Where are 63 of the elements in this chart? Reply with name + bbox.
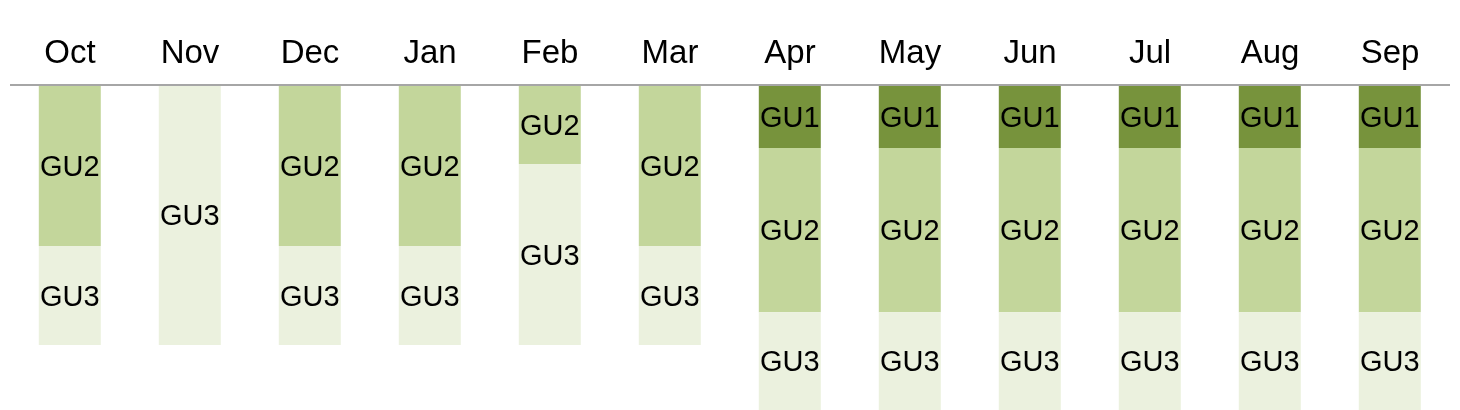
series-label: GU2 (519, 108, 580, 141)
bar (278, 85, 341, 246)
x-tick-label: Sep (1360, 33, 1420, 70)
text: GU2 (1359, 214, 1420, 247)
bar (1358, 148, 1421, 313)
x-tick-label: Aug (1240, 33, 1300, 70)
text: GU2 (279, 149, 340, 182)
text: GU3 (759, 345, 820, 378)
bar (878, 312, 941, 410)
text: GU1 (999, 100, 1060, 133)
text: GU3 (1359, 345, 1420, 378)
text: GU3 (879, 345, 940, 378)
text: GU2 (1239, 214, 1300, 247)
bar (998, 148, 1061, 313)
x-tick-label: Mar (641, 33, 699, 70)
text: GU3 (639, 279, 700, 312)
bar (158, 85, 221, 345)
bar (38, 245, 101, 345)
text: GU1 (1119, 100, 1180, 133)
bar (1238, 148, 1301, 313)
series-label: GU3 (519, 238, 580, 271)
bar (878, 148, 941, 313)
bar (398, 85, 461, 246)
x-tick-label: May (878, 33, 942, 70)
text: GU2 (39, 149, 100, 182)
text: GU2 (639, 149, 700, 182)
bar (758, 148, 821, 313)
x-tick-label: Dec (280, 33, 340, 70)
text: GU3 (999, 345, 1060, 378)
bar (1358, 312, 1421, 410)
text: GU1 (1239, 100, 1300, 133)
bar (758, 312, 821, 410)
bar (38, 85, 101, 246)
text: GU3 (1119, 345, 1180, 378)
x-tick-label: Apr (764, 33, 816, 70)
text: GU3 (159, 199, 220, 232)
text: GU2 (999, 214, 1060, 247)
text: GU3 (279, 279, 340, 312)
x-tick-label: Jan (403, 33, 457, 70)
text: GU1 (879, 100, 940, 133)
text: GU2 (879, 214, 940, 247)
bar (1238, 312, 1301, 410)
bar (518, 163, 581, 345)
x-tick-label: Jul (1128, 33, 1172, 70)
x-tick-label: Jun (1003, 33, 1057, 70)
series-label: GU1 (759, 100, 820, 133)
text: GU3 (1239, 345, 1300, 378)
x-tick-label: Oct (44, 33, 96, 70)
bar (638, 245, 701, 345)
text: GU2 (759, 214, 820, 247)
x-tick-label: Feb (521, 33, 579, 70)
bar (1118, 148, 1181, 313)
x-tick-label: Nov (160, 33, 220, 70)
bar (278, 245, 341, 345)
bar (398, 245, 461, 345)
text: GU3 (399, 279, 460, 312)
text: GU2 (399, 149, 460, 182)
bar (638, 85, 701, 246)
text: GU2 (1119, 214, 1180, 247)
bar (1118, 312, 1181, 410)
bar (998, 312, 1061, 410)
text: GU3 (39, 279, 100, 312)
text: GU1 (1359, 100, 1420, 133)
